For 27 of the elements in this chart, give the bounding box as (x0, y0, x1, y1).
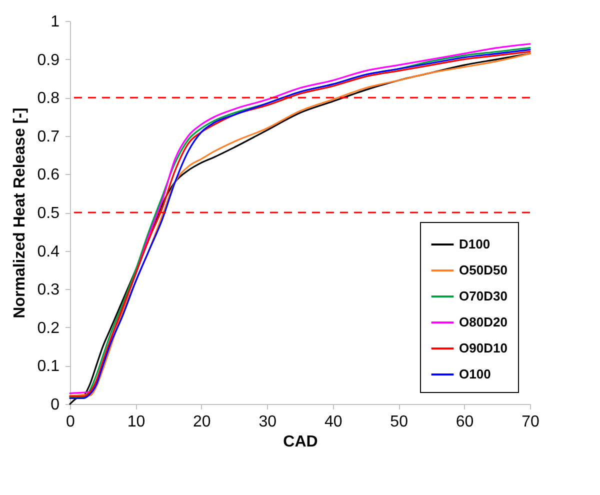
x-tick-label: 50 (390, 414, 408, 430)
y-tick-label: 0.5 (37, 205, 60, 222)
legend-label: O90D10 (459, 340, 508, 356)
y-tick-label: 0.4 (37, 243, 60, 260)
y-tick-label: 0.6 (37, 166, 60, 184)
y-tick-label: 0.2 (37, 320, 60, 337)
legend-label: O80D20 (459, 314, 508, 330)
legend-label: D100 (459, 236, 490, 252)
x-tick-label: 0 (66, 414, 76, 430)
x-tick-label: 30 (258, 414, 277, 430)
y-tick-label: 0 (50, 396, 60, 414)
x-tick-label: 70 (522, 414, 540, 430)
x-axis-title: CAD (283, 434, 318, 450)
y-tick-label: 0.8 (37, 90, 60, 108)
y-tick-label: 0.9 (37, 52, 60, 69)
y-axis-title: Normalized Heat Release [-] (11, 108, 28, 318)
y-tick-label: 0.1 (37, 358, 60, 376)
legend-label: O50D50 (459, 262, 508, 278)
y-tick-label: 0.3 (37, 282, 60, 299)
y-tick-label: 1 (50, 14, 60, 30)
legend-label: O100 (459, 366, 491, 382)
x-tick-label: 10 (127, 414, 146, 430)
x-tick-label: 60 (456, 414, 474, 430)
x-tick-label: 40 (324, 414, 342, 430)
x-tick-label: 20 (193, 414, 211, 430)
legend-label: O70D30 (459, 288, 508, 304)
y-tick-label: 0.7 (37, 128, 60, 146)
